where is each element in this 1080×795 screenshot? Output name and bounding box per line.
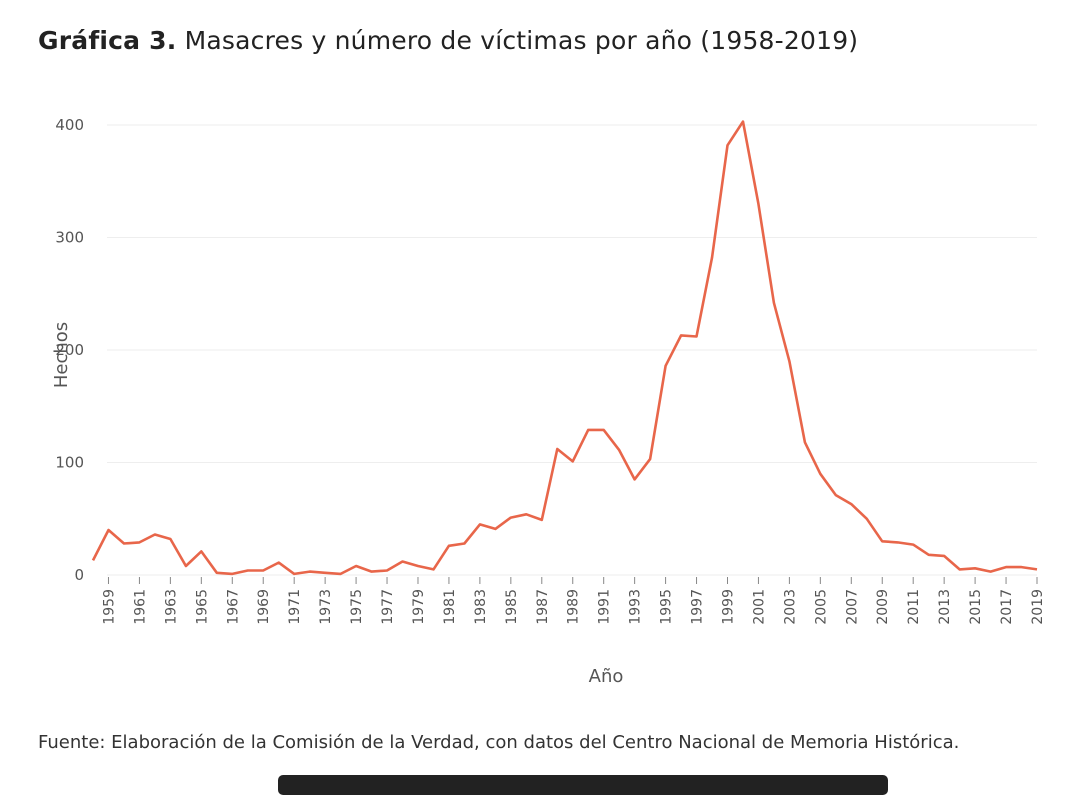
x-tick-label: 2003 (782, 589, 798, 625)
x-axis-ticks: 1959 1961 1963 1965 1967 1969 1971 1973 1975 1977… (101, 577, 1046, 625)
x-tick-label: 1973 (318, 589, 334, 625)
x-tick-label: 1961 (132, 589, 148, 625)
x-tick-label: 1979 (411, 589, 427, 625)
x-tick-label: 1963 (163, 589, 179, 625)
y-tick-label: 400 (55, 116, 84, 134)
x-tick-label: 1995 (659, 589, 675, 625)
x-tick-label: 1977 (380, 589, 396, 625)
x-tick-label: 1971 (287, 589, 303, 625)
y-tick-label: 0 (74, 566, 84, 584)
x-tick-label: 1975 (349, 589, 365, 625)
grid-lines (107, 124, 1037, 576)
overlay-bar (278, 775, 888, 795)
x-tick-label: 1965 (194, 589, 210, 625)
source-note: Fuente: Elaboración de la Comisión de la… (38, 732, 960, 753)
x-tick-label: 1993 (628, 589, 644, 625)
x-tick-label: 2019 (1030, 589, 1046, 625)
x-tick-label: 1987 (535, 589, 551, 625)
x-tick-label: 2011 (906, 589, 922, 625)
x-tick-label: 1969 (256, 589, 272, 625)
x-tick-label: 1983 (473, 589, 489, 625)
y-tick-label: 200 (55, 341, 84, 359)
chart-title-lead: Gráfica 3. (38, 26, 177, 55)
x-tick-label: 2005 (813, 589, 829, 625)
x-tick-label: 2015 (968, 589, 984, 625)
y-tick-label: 300 (55, 229, 84, 247)
x-tick-label: 1999 (720, 589, 736, 625)
series-line (91, 120, 1038, 576)
x-tick-label: 2009 (875, 589, 891, 625)
chart-title-text: Masacres y número de víctimas por año (1… (184, 26, 859, 55)
x-tick-label: 1991 (597, 589, 613, 625)
x-tick-label: 2017 (999, 589, 1015, 625)
x-tick-label: 2013 (937, 589, 953, 625)
x-tick-label: 2007 (844, 589, 860, 625)
chart-title: Gráfica 3. Masacres y número de víctimas… (38, 26, 858, 55)
x-axis-label: Año (589, 666, 624, 687)
y-tick-label: 100 (55, 454, 84, 472)
y-axis-ticks: 0 100 200 300 400 (55, 116, 84, 584)
y-axis-label: Hechos (51, 322, 72, 388)
x-tick-label: 1997 (690, 589, 706, 625)
x-tick-label: 1989 (566, 589, 582, 625)
x-tick-label: 1959 (101, 589, 117, 625)
x-tick-label: 1981 (442, 589, 458, 625)
x-tick-label: 2001 (751, 589, 767, 625)
x-tick-label: 1967 (225, 589, 241, 625)
x-tick-label: 1985 (504, 589, 520, 625)
